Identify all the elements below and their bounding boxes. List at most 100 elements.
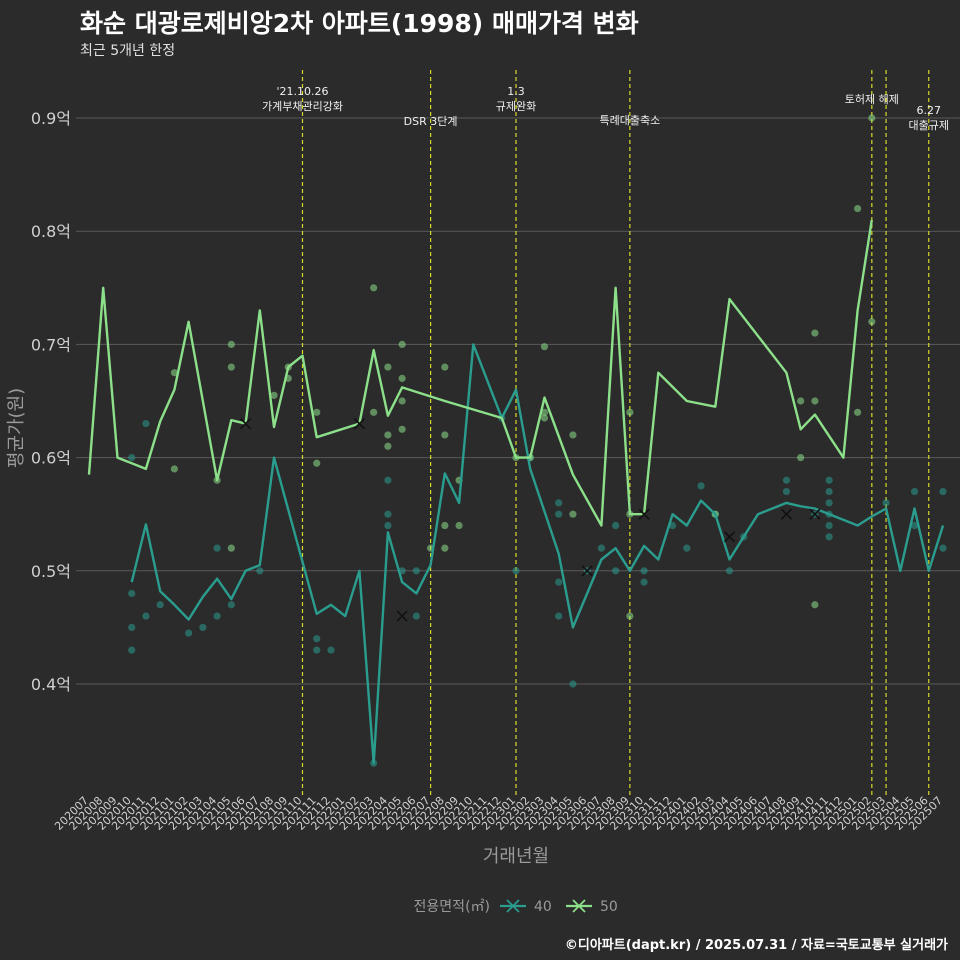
trade-point-40 — [825, 533, 833, 541]
y-tick-label: 0.6억 — [31, 449, 71, 468]
trade-point-50 — [569, 431, 577, 439]
trade-point-40 — [555, 510, 563, 518]
trade-point-40 — [555, 612, 563, 620]
y-axis-title: 평균가(원) — [6, 388, 27, 468]
y-tick-label: 0.4억 — [31, 675, 71, 694]
source-caption: ©디아파트(dapt.kr) / 2025.07.31 / 자료=국토교통부 실… — [564, 938, 948, 953]
trade-point-50 — [540, 414, 549, 422]
series-line-40 — [130, 343, 945, 765]
trade-point-40 — [825, 476, 833, 484]
y-tick-label: 0.5억 — [31, 562, 71, 581]
trade-point-40 — [939, 487, 947, 496]
trade-point-50 — [227, 340, 235, 348]
trade-point-50 — [370, 284, 378, 292]
trade-point-40 — [384, 521, 392, 530]
trade-point-50 — [270, 391, 278, 399]
y-tick-label: 0.7억 — [31, 335, 71, 354]
cross-marker-40 — [723, 531, 736, 543]
trade-point-40 — [128, 454, 136, 462]
event-label: '21.10.26 가계부채관리강화 — [262, 85, 343, 113]
event-label: DSR 3단계 — [404, 115, 458, 128]
trade-point-50 — [398, 397, 406, 405]
trade-point-40 — [412, 567, 420, 575]
legend-label-50: 50 — [600, 899, 618, 915]
trade-point-50 — [540, 408, 549, 416]
trade-point-40 — [412, 612, 420, 620]
trade-point-40 — [725, 567, 734, 575]
trade-point-50 — [868, 114, 876, 122]
trade-point-50 — [384, 442, 392, 450]
cross-marker-40 — [809, 508, 821, 520]
legend-cross-40 — [506, 899, 520, 913]
event-label: 1.3 규제완화 — [496, 85, 536, 113]
y-tick-label: 0.8억 — [31, 222, 71, 241]
trade-point-40 — [597, 544, 606, 552]
trade-point-40 — [213, 612, 221, 620]
trade-point-40 — [555, 499, 563, 507]
trade-point-40 — [782, 476, 791, 484]
trade-point-50 — [370, 408, 378, 416]
trade-point-40 — [313, 646, 321, 654]
chart-subtitle: 최근 5개년 한정 — [80, 43, 176, 59]
trade-point-40 — [156, 601, 164, 609]
trade-point-50 — [569, 510, 577, 518]
cross-marker-50 — [638, 508, 650, 520]
trade-point-40 — [640, 578, 648, 586]
event-label: 특례대출축소 — [599, 114, 660, 127]
trade-point-40 — [128, 646, 136, 654]
trade-point-40 — [612, 567, 620, 575]
trade-point-40 — [142, 420, 150, 428]
trade-point-40 — [128, 589, 136, 598]
trade-point-50 — [170, 465, 178, 473]
trade-point-40 — [939, 544, 947, 552]
trade-point-40 — [782, 487, 791, 496]
trade-point-50 — [441, 431, 449, 439]
trade-point-50 — [811, 397, 819, 405]
x-axis-title: 거래년월 — [483, 846, 549, 867]
trade-point-40 — [569, 680, 577, 688]
trade-point-40 — [327, 646, 335, 654]
trade-point-40 — [825, 499, 833, 507]
trade-point-40 — [213, 544, 221, 552]
trade-point-50 — [398, 425, 406, 433]
trade-point-50 — [441, 521, 449, 530]
trade-point-40 — [142, 612, 150, 620]
trade-point-50 — [626, 612, 634, 620]
trade-point-50 — [868, 318, 876, 326]
trade-point-40 — [185, 629, 193, 637]
trade-point-40 — [384, 476, 392, 484]
trade-point-40 — [825, 521, 833, 530]
chart-title: 화순 대광로제비앙2차 아파트(1998) 매매가격 변화 — [80, 9, 639, 38]
y-tick-label: 0.9억 — [31, 109, 71, 128]
legend-label-40: 40 — [534, 899, 552, 915]
trade-point-50 — [384, 431, 392, 439]
trade-point-50 — [626, 408, 634, 416]
trade-point-50 — [441, 544, 449, 552]
trade-point-50 — [797, 397, 805, 405]
trade-point-50 — [854, 204, 862, 213]
trade-point-50 — [398, 340, 406, 348]
cross-marker-50 — [353, 418, 365, 430]
event-label: 토허제 해제 — [845, 92, 899, 106]
trade-point-40 — [697, 482, 705, 490]
trade-point-50 — [540, 343, 549, 351]
event-label: 6.27 대출규제 — [909, 104, 949, 132]
trade-point-40 — [512, 567, 520, 575]
trade-point-50 — [455, 521, 463, 530]
trade-point-40 — [555, 578, 563, 586]
trade-point-50 — [313, 459, 321, 467]
cross-marker-40 — [581, 565, 593, 577]
trade-point-40 — [683, 544, 691, 552]
trade-point-50 — [227, 363, 235, 371]
trade-point-50 — [313, 408, 321, 416]
series-line-50 — [87, 219, 873, 527]
legend-title: 전용면적(㎡) — [414, 899, 490, 915]
trade-point-40 — [256, 567, 264, 575]
trade-point-50 — [384, 363, 392, 371]
trade-point-50 — [797, 454, 805, 462]
trade-point-50 — [227, 544, 235, 552]
trade-point-40 — [227, 601, 235, 609]
trade-point-40 — [882, 499, 890, 507]
cross-marker-40 — [396, 610, 408, 622]
